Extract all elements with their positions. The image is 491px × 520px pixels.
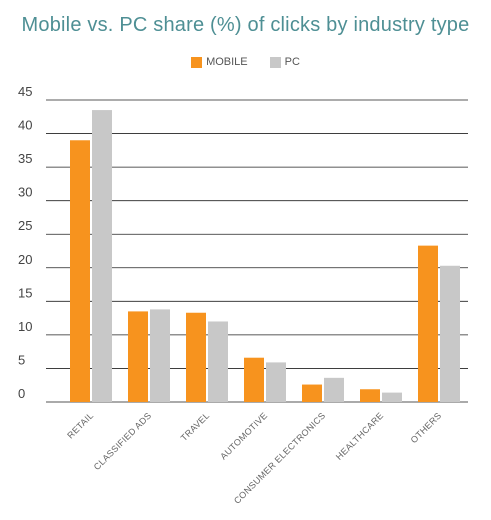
y-tick-label: 25 [18,218,32,233]
x-tick-label: TRAVEL [179,410,212,443]
x-tick-label: CLASSIFIED ADS [92,410,154,472]
bar-mobile-4 [302,384,322,402]
y-axis-ticks: 0 5 10 15 20 25 30 35 40 45 [18,84,32,401]
y-tick-label: 10 [18,319,32,334]
bar-mobile-1 [128,311,148,402]
y-tick-label: 35 [18,151,32,166]
x-tick-label: HEALTHCARE [334,410,386,462]
legend: MOBILE PC [0,56,491,68]
x-tick-label: AUTOMOTIVE [218,410,269,461]
y-tick-label: 20 [18,252,32,267]
bar-pc-0 [92,110,112,403]
legend-item-pc: PC [269,56,300,68]
legend-swatch-mobile [191,56,203,68]
legend-label-pc: PC [284,56,300,68]
chart-title: Mobile vs. PC share (%) of clicks by ind… [21,14,470,36]
bar-pc-1 [150,309,170,402]
bar-mobile-6 [418,245,438,402]
bar-pc-3 [266,362,286,402]
legend-swatch-pc [269,56,281,68]
bar-pc-5 [382,392,402,402]
bar-mobile-2 [186,312,206,402]
y-tick-label: 15 [18,285,32,300]
legend-label-mobile: MOBILE [206,56,248,68]
bar-pc-4 [324,377,344,402]
y-tick-label: 0 [18,386,25,401]
bar-mobile-0 [70,140,90,402]
bar-pc-2 [208,321,228,402]
bars [70,110,460,403]
x-tick-label: OTHERS [409,410,444,445]
bar-mobile-3 [244,357,264,402]
legend-item-mobile: MOBILE [191,56,248,68]
x-tick-label: CONSUMER ELECTRONICS [232,410,327,505]
y-tick-label: 40 [18,118,32,133]
x-tick-label: RETAIL [65,410,95,440]
y-tick-label: 5 [18,352,25,367]
y-tick-label: 30 [18,185,32,200]
y-tick-label: 45 [18,84,32,99]
bar-mobile-5 [360,389,380,402]
bar-pc-6 [440,265,460,402]
